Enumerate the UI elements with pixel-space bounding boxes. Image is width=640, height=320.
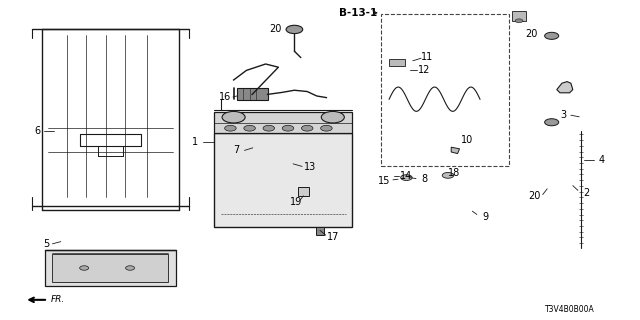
- Polygon shape: [557, 82, 573, 93]
- Circle shape: [545, 119, 559, 126]
- Text: B-13-1: B-13-1: [339, 8, 378, 18]
- Bar: [214, 133, 352, 227]
- Text: 20: 20: [529, 191, 541, 201]
- Text: 10: 10: [461, 135, 474, 145]
- Bar: [298, 187, 309, 196]
- Circle shape: [244, 125, 255, 131]
- Text: 19: 19: [290, 197, 303, 207]
- Text: 20: 20: [269, 24, 282, 35]
- Circle shape: [79, 266, 88, 270]
- Circle shape: [442, 172, 454, 178]
- Circle shape: [225, 125, 236, 131]
- Bar: [381, 14, 509, 166]
- Bar: [512, 11, 526, 21]
- Text: 13: 13: [304, 162, 317, 172]
- Circle shape: [282, 125, 294, 131]
- Circle shape: [545, 32, 559, 39]
- Text: 7: 7: [234, 145, 240, 156]
- Circle shape: [222, 111, 245, 123]
- Text: 17: 17: [326, 232, 339, 243]
- Circle shape: [301, 125, 313, 131]
- Bar: [214, 112, 352, 133]
- Text: 15: 15: [378, 176, 391, 186]
- Text: 2: 2: [583, 188, 589, 198]
- Text: 20: 20: [525, 28, 538, 39]
- Text: 4: 4: [598, 155, 605, 165]
- Circle shape: [321, 125, 332, 131]
- Text: T3V4B0B00A: T3V4B0B00A: [545, 305, 595, 314]
- Text: 12: 12: [418, 65, 431, 75]
- Polygon shape: [451, 147, 460, 154]
- Bar: [316, 227, 324, 235]
- Circle shape: [401, 175, 412, 180]
- Bar: [389, 59, 405, 66]
- Text: 14: 14: [400, 171, 413, 181]
- Text: 3: 3: [560, 110, 566, 120]
- Circle shape: [263, 125, 275, 131]
- Circle shape: [515, 19, 523, 23]
- Text: 8: 8: [421, 173, 428, 184]
- Circle shape: [125, 266, 134, 270]
- Text: 16: 16: [220, 92, 232, 102]
- Bar: [45, 250, 176, 286]
- Text: 1: 1: [192, 137, 198, 148]
- Bar: [237, 88, 268, 100]
- Bar: [52, 254, 168, 282]
- Circle shape: [286, 25, 303, 34]
- Text: 18: 18: [448, 168, 461, 178]
- Circle shape: [321, 111, 344, 123]
- Text: 9: 9: [482, 212, 488, 222]
- Text: 6: 6: [34, 126, 40, 136]
- Text: 5: 5: [43, 239, 49, 249]
- Text: 11: 11: [421, 52, 434, 62]
- Text: FR.: FR.: [51, 295, 65, 304]
